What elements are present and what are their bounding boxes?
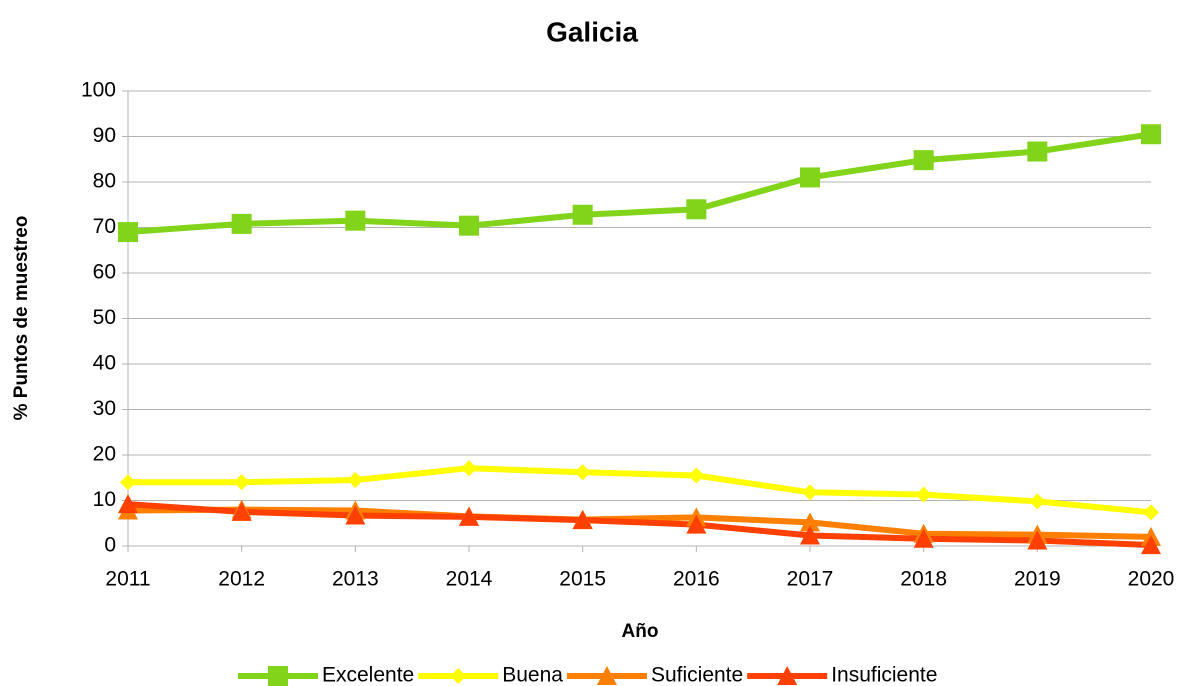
marker [596, 666, 617, 685]
legend-item: Insuficiente [747, 664, 937, 686]
chart-title: Galicia [546, 16, 638, 47]
series-line [127, 501, 1152, 549]
series-line [127, 131, 1152, 236]
marker [913, 528, 934, 548]
marker [1143, 504, 1159, 521]
x-tick-label: 2019 [1014, 568, 1061, 591]
legend-item: Excelente [238, 664, 414, 686]
marker [461, 460, 477, 477]
marker [231, 213, 252, 234]
marker [572, 510, 593, 530]
marker [913, 150, 934, 171]
x-tick-label: 2014 [446, 568, 493, 591]
y-tick-label: 20 [93, 443, 116, 466]
y-tick-label: 70 [93, 215, 116, 238]
x-axis-title: Año [622, 621, 659, 642]
y-tick-label: 50 [93, 306, 116, 329]
x-tick-label: 2020 [1128, 568, 1175, 591]
legend-item: Suficiente [566, 664, 743, 686]
y-tick-label: 30 [93, 397, 116, 420]
marker [572, 204, 593, 225]
marker [268, 666, 288, 686]
marker [231, 501, 252, 521]
marker [345, 210, 366, 231]
x-tick-label: 2017 [787, 568, 834, 591]
y-tick-label: 60 [93, 261, 116, 284]
marker [915, 486, 932, 503]
marker [1141, 535, 1161, 555]
marker [459, 215, 479, 236]
legend-label: Insuficiente [831, 664, 937, 686]
legend-label: Excelente [322, 664, 414, 686]
marker [118, 222, 138, 243]
series-line [127, 506, 1152, 540]
legend-label: Buena [502, 664, 563, 686]
marker [459, 506, 479, 526]
marker [1027, 530, 1048, 550]
marker [688, 467, 705, 484]
marker [1141, 124, 1161, 145]
y-tick-label: 40 [93, 352, 116, 375]
marker [233, 474, 250, 491]
y-axis-title: % Puntos de muestreo [11, 216, 32, 421]
marker [800, 167, 820, 188]
marker [347, 472, 364, 489]
marker [574, 464, 591, 481]
marker [686, 199, 707, 220]
legend-label: Suficiente [651, 664, 743, 686]
marker [120, 474, 136, 491]
y-tick-label: 0 [104, 534, 116, 557]
marker [802, 484, 818, 501]
series-line [128, 465, 1152, 516]
legend-item: Buena [418, 664, 563, 686]
marker [1029, 493, 1046, 510]
marker [800, 512, 820, 532]
x-tick-label: 2012 [218, 568, 265, 591]
marker [777, 666, 798, 685]
x-tick-label: 2011 [105, 568, 150, 591]
x-tick-label: 2015 [559, 568, 606, 591]
marker [345, 505, 366, 525]
y-tick-label: 10 [93, 488, 116, 511]
x-tick-label: 2013 [332, 568, 379, 591]
y-tick-label: 90 [93, 124, 116, 147]
marker [450, 668, 467, 684]
marker [1027, 141, 1048, 162]
marker [118, 494, 138, 514]
marker [686, 514, 707, 534]
marker [800, 525, 820, 545]
y-tick-label: 100 [81, 79, 116, 102]
x-tick-label: 2016 [673, 568, 720, 591]
y-tick-label: 80 [93, 170, 116, 193]
x-tick-label: 2018 [900, 568, 947, 591]
